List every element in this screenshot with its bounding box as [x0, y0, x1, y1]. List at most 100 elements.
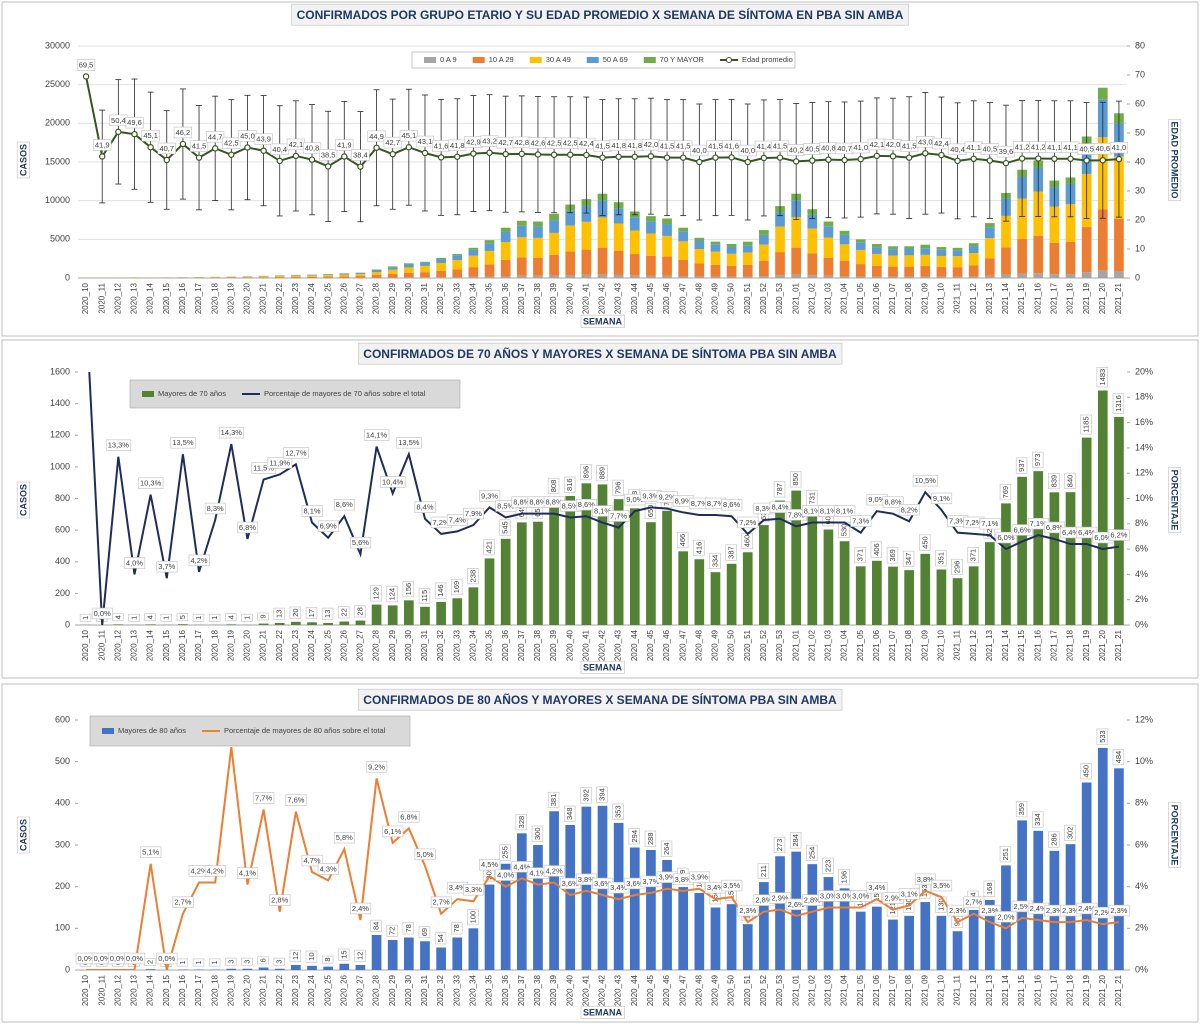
bar — [936, 915, 947, 970]
point-label: 41,8 — [627, 141, 642, 150]
bar — [403, 267, 414, 273]
bar — [791, 217, 802, 248]
x-tick-label: 2020_41 — [581, 974, 590, 1006]
bar — [291, 965, 301, 970]
tick-label: 20000 — [45, 118, 70, 128]
x-tick-label: 2020_35 — [485, 629, 494, 661]
bar — [500, 863, 511, 970]
x-tick-label: 2020_29 — [388, 974, 397, 1006]
bar — [807, 228, 818, 254]
bar — [549, 275, 559, 278]
bar — [823, 221, 834, 227]
label-box — [463, 884, 485, 896]
point-label: 41,2 — [1031, 143, 1046, 152]
point-label: 5,0% — [416, 850, 433, 859]
tick-label: 0% — [1135, 964, 1148, 974]
point-label: 42,7 — [385, 138, 400, 147]
bar — [613, 223, 624, 251]
bar — [775, 252, 785, 276]
label-box — [789, 832, 802, 849]
label-box — [225, 957, 237, 966]
x-tick-label: 2020_32 — [436, 282, 445, 314]
label-box — [834, 505, 856, 517]
label-box — [366, 761, 388, 773]
label-box — [951, 558, 963, 575]
label-box — [511, 861, 533, 873]
bar — [468, 928, 479, 970]
marker — [631, 153, 638, 160]
point-label: 41,0 — [853, 143, 868, 152]
point-label: 9,0% — [626, 495, 643, 504]
x-tick-label: 2020_21 — [259, 282, 268, 314]
bar — [355, 272, 366, 274]
label-box — [983, 880, 996, 897]
point-label: 13,3% — [108, 441, 130, 450]
point-label: 8,7% — [691, 499, 708, 508]
label-box — [241, 613, 253, 622]
point-label: 43,2 — [482, 137, 497, 146]
bar-label: 604 — [823, 512, 832, 525]
marker — [244, 144, 251, 151]
x-tick-label: 2020_49 — [711, 629, 720, 661]
x-tick-label: 2021_14 — [1001, 629, 1010, 661]
bar — [726, 563, 737, 625]
bar — [920, 244, 931, 249]
x-tick-label: 2020_36 — [501, 974, 510, 1006]
point-label: 0,0% — [94, 609, 111, 618]
bar — [726, 276, 737, 278]
bar — [565, 225, 576, 252]
bar — [742, 924, 753, 970]
bar — [678, 231, 689, 242]
point-label: 44,9 — [369, 132, 384, 141]
x-tick-label: 2020_26 — [339, 974, 348, 1006]
label-box — [128, 613, 140, 622]
label-box — [479, 859, 501, 871]
bar — [533, 226, 543, 238]
label-box — [1109, 141, 1129, 154]
label-box — [789, 471, 802, 488]
label-box — [1168, 802, 1182, 868]
bar-label: 653 — [533, 504, 542, 517]
bar — [1097, 209, 1108, 271]
bar — [823, 877, 834, 970]
x-tick-label: 2021_16 — [1033, 282, 1042, 314]
point-label: 8,6% — [578, 500, 595, 509]
chart-title: CONFIRMADOS DE 80 AÑOS Y MAYORES X SEMAN… — [363, 692, 837, 707]
x-tick-label: 2021_18 — [1066, 974, 1075, 1006]
label-box — [644, 830, 657, 847]
point-label: 40,4 — [950, 145, 965, 154]
bar — [968, 253, 979, 266]
bar — [823, 226, 834, 238]
bar — [888, 266, 898, 277]
tick-label: 8% — [1135, 518, 1148, 528]
label-box — [157, 142, 176, 155]
tick-label: 40 — [1135, 156, 1145, 166]
tick-label: 5000 — [50, 234, 70, 244]
point-label: 8,7% — [707, 499, 724, 508]
label-box — [919, 534, 931, 551]
label-box — [321, 955, 334, 964]
point-label: 42,1 — [870, 140, 885, 149]
x-tick-label: 2021_16 — [1033, 974, 1042, 1006]
label-box — [241, 957, 253, 966]
bar — [403, 277, 414, 278]
bar-label: 100 — [468, 911, 477, 924]
point-label: 8,4% — [771, 503, 788, 512]
y-axis-title: CASOS — [18, 484, 28, 516]
bar — [759, 244, 769, 261]
legend-label: Mayores de 80 años — [118, 726, 186, 735]
bar — [920, 248, 931, 255]
label-box — [124, 952, 146, 965]
bar — [678, 275, 689, 278]
bar — [258, 276, 269, 278]
bar — [1017, 820, 1027, 970]
x-tick-label: 2021_11 — [953, 282, 962, 313]
bar — [662, 275, 672, 278]
x-tick-label: 2021_12 — [969, 974, 978, 1006]
point-label: 40,5 — [805, 145, 820, 154]
x-tick-label: 2021_03 — [824, 974, 833, 1006]
point-label: 8,6% — [336, 500, 353, 509]
label-box — [273, 607, 285, 620]
bar-label: 1185 — [1082, 416, 1091, 432]
label-box — [319, 149, 338, 161]
